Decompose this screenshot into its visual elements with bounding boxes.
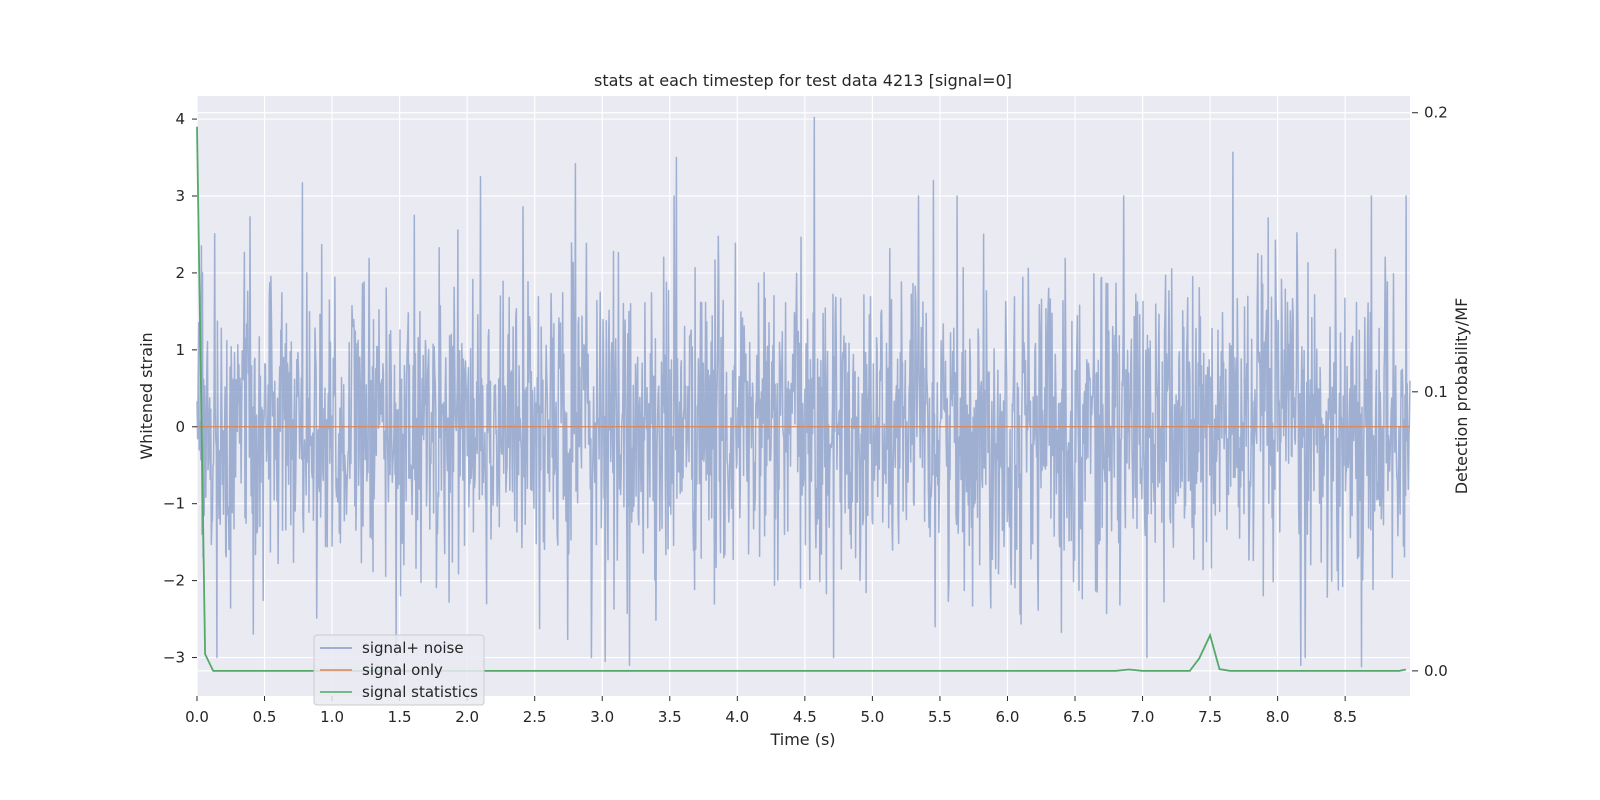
x-axis-ticks: 0.0 0.5 1.0 1.5 2.0 2.5 3.0 3.5 4.0 4.5 5.0 5.5 6.0 6…	[185, 696, 1357, 726]
y-tick-label: 0	[175, 418, 185, 436]
legend-box	[313, 634, 485, 706]
chart-title: stats at each timestep for test data 421…	[594, 71, 1012, 90]
x-tick-label: 6.5	[1063, 708, 1087, 726]
x-tick-label: 4.0	[725, 708, 749, 726]
x-tick-label: 8.5	[1333, 708, 1357, 726]
legend-label: signal statistics	[362, 683, 478, 701]
x-tick-label: 5.5	[928, 708, 952, 726]
signal-noise-line	[196, 116, 1411, 668]
y-axis-label: Whitened strain	[137, 332, 156, 459]
x-tick-label: 7.0	[1131, 708, 1155, 726]
signal-statistics-line	[196, 126, 1407, 672]
y-tick-label: 3	[175, 187, 185, 205]
x-tick-label: 5.0	[860, 708, 884, 726]
x-tick-label: 2.0	[455, 708, 479, 726]
x-axis-label: Time (s)	[769, 730, 835, 749]
x-tick-label: 0.5	[253, 708, 277, 726]
y-tick-label: 1	[175, 341, 185, 359]
x-tick-label: 3.0	[590, 708, 614, 726]
x-tick-label: 4.5	[793, 708, 817, 726]
legend-label: signal only	[362, 661, 443, 679]
signal-noise-series	[196, 116, 1411, 668]
y2-tick-label: 0.2	[1424, 104, 1448, 122]
y-tick-label: −1	[163, 495, 185, 513]
y2-axis-label: Detection probability/MF	[1452, 298, 1471, 495]
y2-tick-label: 0.1	[1424, 383, 1448, 401]
y-axis-ticks: −3 −2 −1 0 1 2 3 4	[163, 110, 197, 667]
x-tick-label: 8.0	[1266, 708, 1290, 726]
x-tick-label: 0.0	[185, 708, 209, 726]
y-tick-label: 4	[175, 110, 185, 128]
legend: signal+ noise signal only signal statistic…	[313, 634, 485, 706]
legend-label: signal+ noise	[362, 639, 464, 657]
x-tick-label: 3.5	[658, 708, 682, 726]
y2-tick-label: 0.0	[1424, 662, 1448, 680]
y-tick-label: −2	[163, 572, 185, 590]
y-tick-label: 2	[175, 264, 185, 282]
x-tick-label: 1.5	[388, 708, 412, 726]
y-tick-label: −3	[163, 649, 185, 667]
x-tick-label: 6.0	[996, 708, 1020, 726]
signal-statistics-series	[196, 126, 1407, 672]
x-tick-label: 1.0	[320, 708, 344, 726]
x-tick-label: 2.5	[523, 708, 547, 726]
x-tick-label: 7.5	[1198, 708, 1222, 726]
y2-axis-ticks: 0.0 0.1 0.2	[1412, 104, 1448, 680]
